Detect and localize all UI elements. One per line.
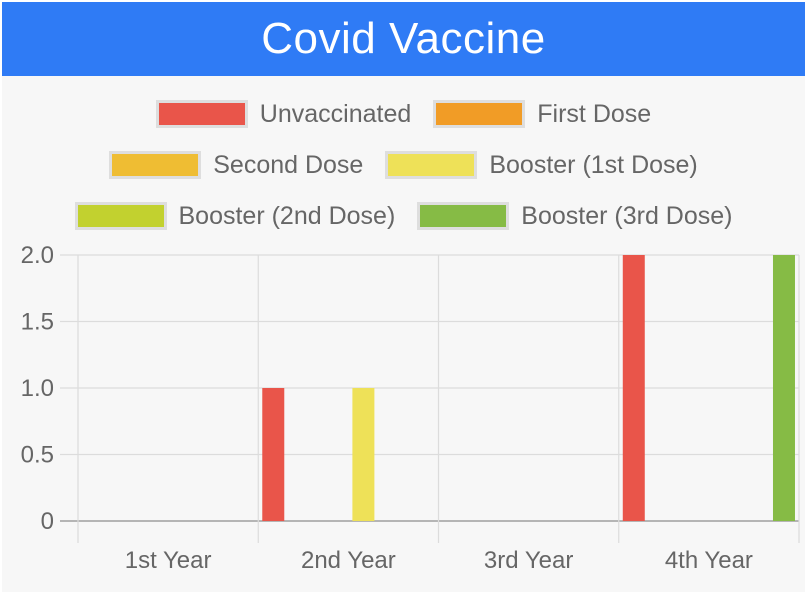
legend-item-booster-2nd-dose[interactable]: Booster (2nd Dose) — [74, 201, 396, 231]
legend-label: Booster (2nd Dose) — [178, 201, 396, 230]
y-tick-label: 1.5 — [21, 309, 54, 336]
x-tick-label: 4th Year — [665, 547, 753, 574]
legend-item-unvaccinated[interactable]: Unvaccinated — [155, 99, 412, 129]
legend-item-first-dose[interactable]: First Dose — [433, 100, 651, 129]
y-tick-label: 0 — [41, 508, 54, 535]
legend-label: Second Dose — [213, 150, 364, 179]
legend-swatch — [417, 202, 510, 230]
legend-label: Booster (3rd Dose) — [521, 201, 733, 230]
x-tick-label: 3rd Year — [484, 547, 573, 574]
legend-item-second-dose[interactable]: Second Dose — [109, 151, 363, 180]
y-tick-label: 1.0 — [21, 375, 54, 402]
legend-label: Unvaccinated — [259, 99, 412, 128]
legend-swatch — [433, 100, 526, 128]
legend-row-3: Booster (2nd Dose) Booster (3rd Dose) — [2, 196, 805, 236]
legend-item-booster-1st-dose[interactable]: Booster (1st Dose) — [385, 150, 698, 180]
legend-swatch — [155, 100, 248, 128]
legend-swatch — [74, 202, 167, 230]
x-tick-label: 1st Year — [125, 547, 212, 574]
legend-row-1: Unvaccinated First Dose — [2, 94, 805, 134]
legend-item-booster-3rd-dose[interactable]: Booster (3rd Dose) — [417, 202, 732, 231]
bar — [262, 388, 285, 521]
bar — [622, 255, 645, 521]
legend-swatch — [385, 151, 478, 179]
bar — [772, 255, 795, 521]
bar — [352, 388, 375, 521]
y-tick-label: 2.0 — [21, 242, 54, 269]
legend-row-2: Second Dose Booster (1st Dose) — [2, 145, 805, 185]
legend-label: First Dose — [537, 99, 652, 128]
x-tick-label: 2nd Year — [301, 547, 396, 574]
legend-label: Booster (1st Dose) — [489, 150, 698, 179]
y-tick-label: 0.5 — [21, 442, 54, 469]
legend-swatch — [109, 151, 202, 179]
chart-title: Covid Vaccine — [261, 14, 546, 63]
chart-header: Covid Vaccine — [2, 2, 805, 76]
